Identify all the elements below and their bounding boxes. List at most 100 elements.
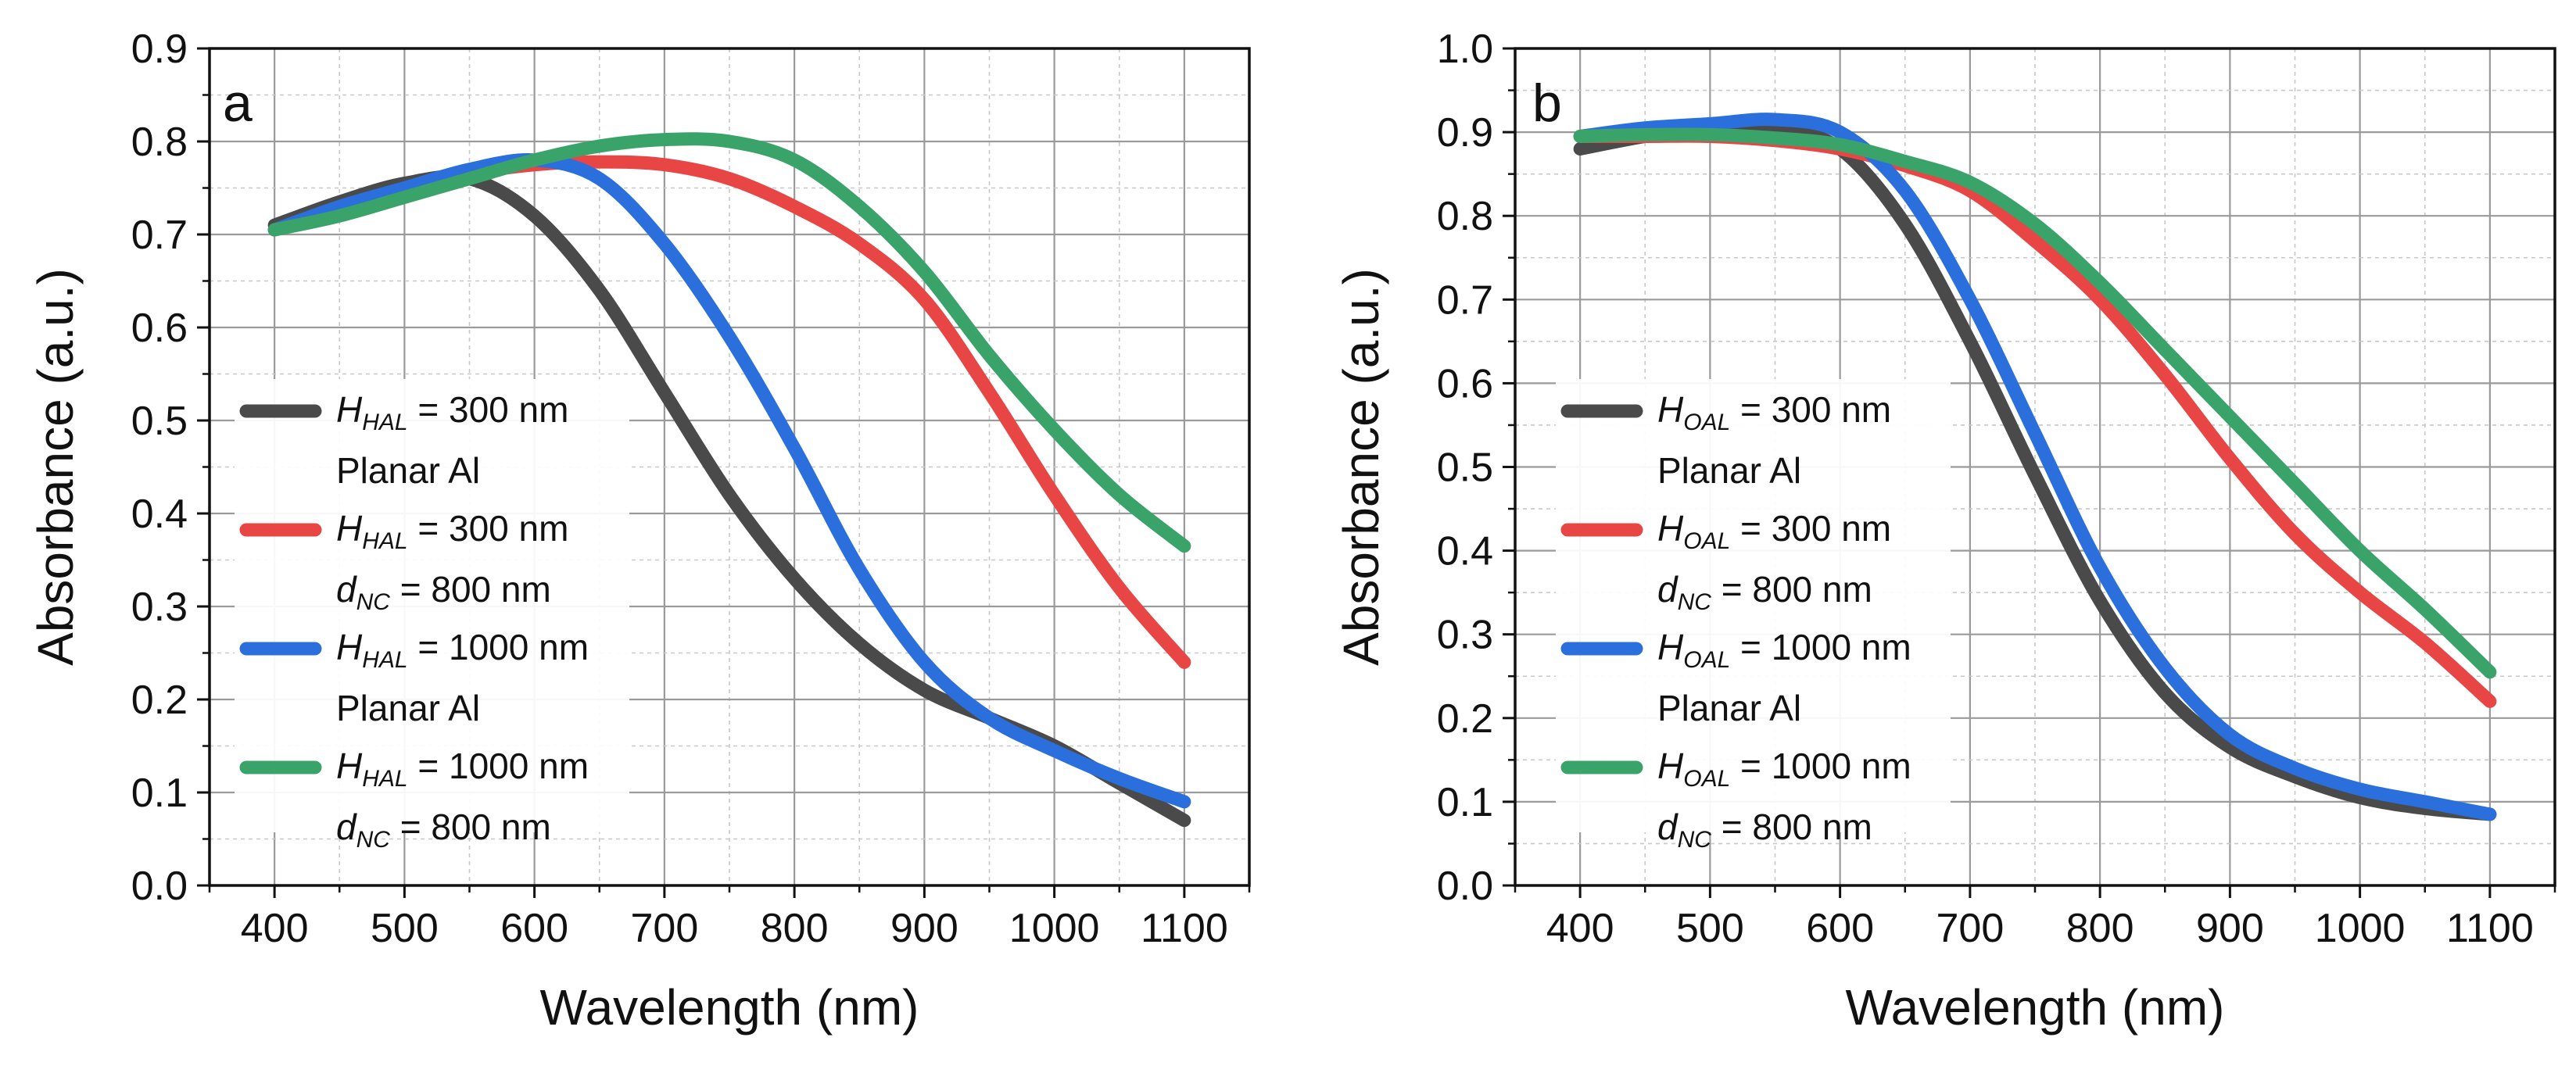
x-tick-label: 900	[890, 906, 958, 951]
legend-value: = 1000 nm	[408, 627, 589, 667]
y-tick-label: 0.7	[131, 213, 188, 258]
y-tick-label: 0.5	[131, 399, 188, 444]
legend-label-line2: Planar Al	[1657, 450, 1801, 491]
y-tick-label: 0.1	[1437, 780, 1493, 825]
legend-label: HHAL = 300 nm	[336, 508, 568, 554]
legend-value: = 300 nm	[408, 508, 569, 549]
legend-background	[1556, 379, 1951, 832]
legend-line2-symbol: d	[336, 569, 357, 610]
legend-line2-subscript: NC	[1678, 589, 1712, 615]
legend-value: = 1000 nm	[1730, 627, 1911, 667]
legend-value: = 1000 nm	[1730, 746, 1911, 786]
y-tick-label: 0.4	[1437, 529, 1493, 574]
y-tick-label: 0.2	[131, 678, 188, 723]
series-line-4	[1573, 127, 2497, 679]
legend-line2-symbol: d	[1657, 807, 1679, 847]
legend-symbol: H	[336, 746, 363, 786]
legend-symbol: H	[336, 389, 363, 430]
legend-symbol: H	[336, 508, 363, 549]
y-tick-label: 0.2	[1437, 696, 1493, 742]
x-tick-label: 400	[241, 906, 309, 951]
x-axis: 400 500 600 700 800 900 1000 1100	[208, 885, 1251, 951]
legend-line2-subscript: NC	[356, 589, 391, 615]
x-tick-label: 400	[1546, 906, 1614, 951]
y-tick-label: 0.9	[131, 27, 188, 72]
legend-symbol: H	[1657, 746, 1684, 786]
series-group	[1573, 113, 2497, 821]
y-axis-title: Absorbance (a.u.)	[27, 268, 84, 666]
legend-label: HHAL = 1000 nm	[336, 746, 589, 792]
x-tick-label: 500	[1676, 906, 1744, 951]
legend-line2-text: Planar Al	[1657, 450, 1801, 491]
legend-label-line2: dNC = 800 nm	[336, 807, 551, 853]
panel-letter: a	[223, 73, 253, 133]
legend-subscript: OAL	[1683, 647, 1730, 673]
x-tick-label: 900	[2196, 906, 2264, 951]
legend-value: = 300 nm	[1730, 389, 1891, 430]
legend-subscript: HAL	[362, 647, 407, 673]
chart-panel-b: 400 500 600 700 800 900 1000 11000.00.10.20.30.…	[1333, 27, 2556, 1036]
legend-label-line2: Planar Al	[336, 450, 480, 491]
x-tick-label: 1000	[2315, 906, 2406, 951]
y-axis: 0.0 0.1 0.2 0.3 0.4 0.5 0.6 0.7 0.8 0.9	[131, 27, 210, 909]
legend-value: = 300 nm	[1730, 508, 1891, 549]
legend-label: HOAL = 300 nm	[1657, 508, 1891, 554]
legend-label: HOAL = 1000 nm	[1657, 746, 1911, 792]
legend-value: = 300 nm	[408, 389, 569, 430]
legend-line2-value: = 800 nm	[390, 807, 551, 847]
x-tick-label: 1100	[2446, 906, 2534, 951]
y-axis-title: Absorbance (a.u.)	[1333, 268, 1389, 666]
legend-subscript: HAL	[362, 766, 407, 792]
legend-symbol: H	[336, 627, 363, 667]
x-tick-label: 1000	[1009, 906, 1100, 951]
legend-symbol: H	[1657, 508, 1684, 549]
panel-letter: b	[1532, 73, 1562, 133]
y-tick-label: 0.4	[131, 492, 188, 537]
legend-label-line2: Planar Al	[1657, 688, 1801, 728]
legend-subscript: OAL	[1683, 410, 1730, 435]
x-tick-label: 800	[2066, 906, 2134, 951]
legend-line2-text: Planar Al	[336, 450, 480, 491]
series-line-3	[267, 152, 1191, 809]
legend-label: HHAL = 1000 nm	[336, 627, 589, 673]
y-tick-label: 1.0	[1437, 27, 1493, 72]
x-tick-label: 800	[761, 906, 829, 951]
x-tick-label: 700	[1936, 906, 2004, 951]
legend-label-line2: dNC = 800 nm	[1657, 569, 1872, 615]
y-tick-label: 0.5	[1437, 445, 1493, 491]
legend-subscript: OAL	[1683, 766, 1730, 792]
legend-label-line2: Planar Al	[336, 688, 480, 728]
legend-line2-text: Planar Al	[336, 688, 480, 728]
legend-subscript: HAL	[362, 528, 407, 554]
legend-line2-symbol: d	[1657, 569, 1679, 610]
legend-line2-subscript: NC	[1678, 827, 1712, 853]
series-line-3	[1573, 113, 2497, 821]
legend-line2-value: = 800 nm	[390, 569, 551, 610]
y-tick-label: 0.8	[1437, 194, 1493, 239]
series-line-4	[267, 132, 1191, 553]
y-tick-label: 0.0	[131, 864, 188, 909]
y-tick-label: 0.7	[1437, 277, 1493, 323]
x-tick-label: 600	[1806, 906, 1874, 951]
legend-symbol: H	[1657, 627, 1684, 667]
legend-background	[235, 379, 629, 832]
x-axis: 400 500 600 700 800 900 1000 1100	[1514, 885, 2556, 951]
y-tick-label: 0.3	[131, 585, 188, 630]
legend-subscript: HAL	[362, 410, 407, 435]
legend-symbol: H	[1657, 389, 1684, 430]
x-axis-title: Wavelength (nm)	[540, 979, 919, 1036]
y-axis: 0.0 0.1 0.2 0.3 0.4 0.5 0.6 0.7 0.8 0.9 1.0	[1437, 27, 1515, 909]
x-tick-label: 600	[500, 906, 568, 951]
legend-line2-text: Planar Al	[1657, 688, 1801, 728]
x-tick-label: 700	[630, 906, 698, 951]
series-group	[267, 132, 1191, 828]
legend-line2-subscript: NC	[356, 827, 391, 853]
legend-label: HOAL = 300 nm	[1657, 389, 1891, 435]
y-tick-label: 0.8	[131, 120, 188, 165]
chart-panel-a: 400 500 600 700 800 900 1000 11000.00.10.20.30.…	[27, 27, 1251, 1036]
y-tick-label: 0.1	[131, 771, 188, 816]
legend-label-line2: dNC = 800 nm	[1657, 807, 1872, 853]
